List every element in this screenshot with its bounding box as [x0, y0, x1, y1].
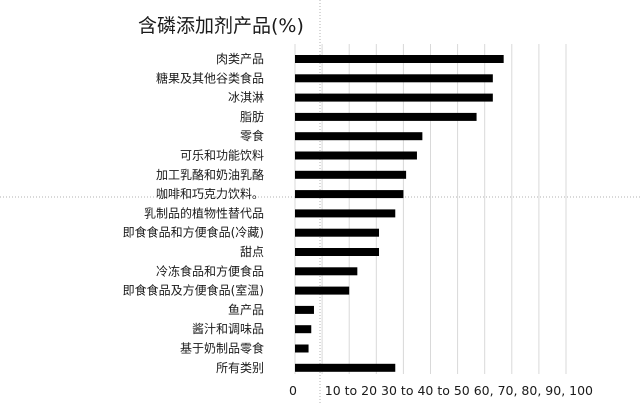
category-label: 甜点: [240, 245, 264, 259]
category-label: 加工乳酪和奶油乳酪: [156, 167, 264, 182]
category-label: 所有类别: [216, 361, 264, 375]
category-label: 可乐和功能饮料: [180, 149, 264, 163]
bar: [295, 74, 493, 83]
bar: [295, 55, 504, 63]
bar: [295, 228, 380, 237]
bar: [295, 209, 396, 218]
bar: [295, 286, 350, 295]
bar: [295, 190, 404, 199]
category-label: 脂肪: [240, 109, 264, 124]
bar: [295, 344, 309, 353]
category-labels: 肉类产品糖果及其他谷类食品冰淇淋脂肪零食可乐和功能饮料加工乳酪和奶油乳酪咖啡和巧…: [123, 52, 264, 375]
bar: [295, 151, 417, 160]
category-label: 冰淇淋: [228, 91, 264, 105]
bar: [295, 112, 477, 121]
bar: [295, 325, 312, 334]
bar: [295, 93, 493, 102]
bar: [295, 170, 407, 179]
category-label: 即食食品和方便食品(冷藏): [123, 225, 264, 240]
bar: [295, 305, 314, 314]
bar: [295, 132, 423, 141]
bar: [295, 267, 358, 276]
category-label: 鱼产品: [228, 303, 264, 317]
category-label: 基于奶制品零食: [180, 341, 264, 356]
x-axis-tick-labels: 0 10 to 20 30 to 40 to 50 60, 70, 80, 90…: [289, 383, 593, 398]
category-label: 酱汁和调味品: [192, 321, 264, 336]
bars: [295, 55, 504, 372]
bar: [295, 248, 380, 256]
category-label: 冷冻食品和方便食品: [156, 263, 264, 278]
gridlines: [294, 44, 567, 374]
category-label: 肉类产品: [216, 52, 264, 66]
category-label: 乳制品的植物性替代品: [144, 205, 264, 220]
category-label: 咖啡和巧克力饮料。: [156, 186, 264, 201]
chart-title: 含磷添加剂产品(%): [138, 15, 304, 37]
bar: [295, 363, 396, 372]
category-label: 糖果及其他谷类食品: [156, 70, 264, 85]
category-label: 零食: [240, 128, 264, 143]
category-label: 即食食品及方便食品(室温): [123, 283, 264, 298]
